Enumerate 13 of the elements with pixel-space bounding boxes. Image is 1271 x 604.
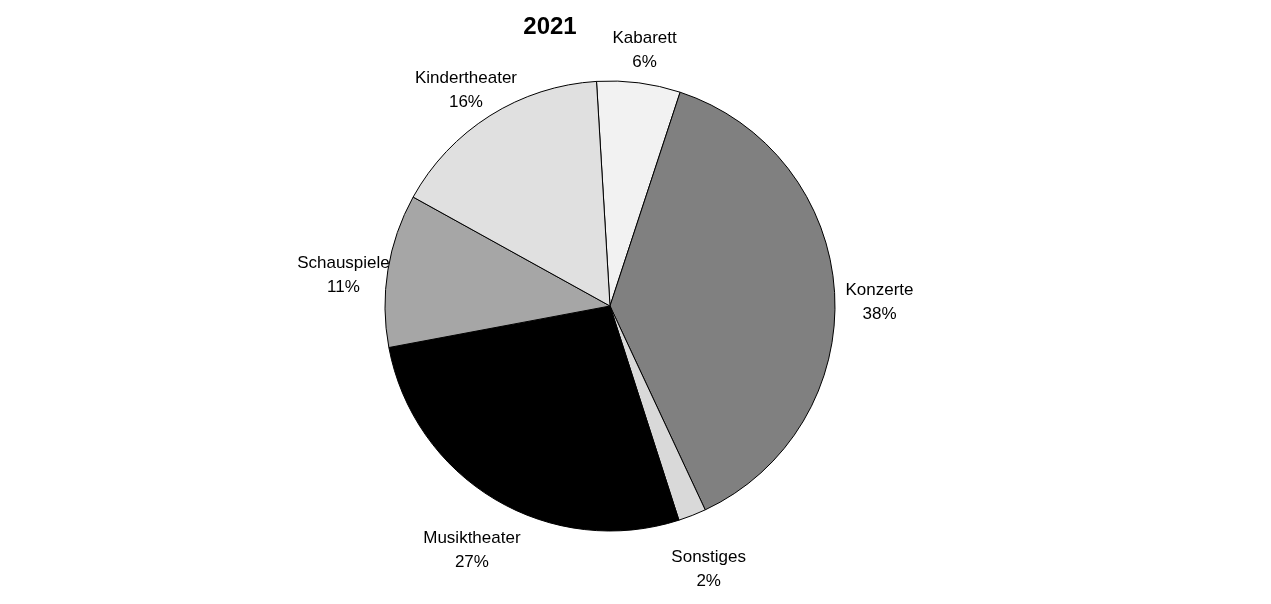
- data-label: 27%: [454, 552, 489, 572]
- slice-label: Musiktheater: [423, 528, 521, 548]
- data-label: 6%: [632, 52, 657, 72]
- slice-label: Kabarett: [612, 28, 678, 48]
- slice-label: Sonstiges: [671, 547, 747, 567]
- data-label: 38%: [862, 303, 897, 323]
- chart-title: 2021: [523, 12, 577, 40]
- slice-label: Schauspiele: [297, 253, 390, 273]
- slice-label: Kindertheater: [414, 67, 518, 87]
- slice-label: Konzerte: [845, 279, 914, 299]
- data-label: 11%: [327, 277, 360, 297]
- data-label: 2%: [696, 571, 721, 591]
- data-label: 16%: [448, 91, 483, 111]
